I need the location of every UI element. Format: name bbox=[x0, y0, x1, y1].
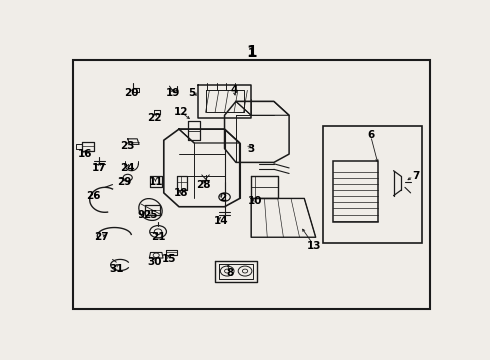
Text: 14: 14 bbox=[214, 216, 228, 226]
Text: 12: 12 bbox=[173, 108, 188, 117]
Text: 18: 18 bbox=[173, 188, 188, 198]
Bar bbox=[323, 126, 422, 243]
Text: 10: 10 bbox=[247, 196, 262, 206]
Text: 27: 27 bbox=[94, 232, 108, 242]
Text: 24: 24 bbox=[121, 163, 135, 173]
Text: 15: 15 bbox=[162, 255, 177, 264]
Text: 8: 8 bbox=[226, 268, 234, 278]
Text: 16: 16 bbox=[77, 149, 92, 159]
Text: 30: 30 bbox=[147, 257, 162, 267]
Text: 9: 9 bbox=[137, 210, 145, 220]
Text: 4: 4 bbox=[230, 85, 238, 95]
Text: 2: 2 bbox=[219, 193, 226, 203]
Text: 29: 29 bbox=[117, 177, 131, 187]
Text: 22: 22 bbox=[147, 113, 162, 123]
Text: 26: 26 bbox=[86, 191, 101, 201]
Text: 21: 21 bbox=[151, 232, 165, 242]
Text: 3: 3 bbox=[247, 144, 255, 153]
Text: 19: 19 bbox=[166, 88, 180, 98]
Text: 23: 23 bbox=[121, 141, 135, 151]
Text: 20: 20 bbox=[124, 88, 139, 98]
Text: 31: 31 bbox=[109, 264, 123, 274]
Text: 5: 5 bbox=[189, 88, 196, 98]
Bar bbox=[333, 161, 378, 222]
Text: 13: 13 bbox=[307, 240, 321, 251]
Text: 17: 17 bbox=[92, 163, 106, 173]
Text: 6: 6 bbox=[367, 130, 374, 140]
Text: 25: 25 bbox=[143, 210, 158, 220]
Text: 7: 7 bbox=[413, 171, 420, 181]
Text: 1: 1 bbox=[246, 45, 256, 60]
Text: 11: 11 bbox=[149, 177, 164, 187]
Text: 28: 28 bbox=[196, 180, 211, 190]
Text: 1: 1 bbox=[247, 48, 255, 58]
